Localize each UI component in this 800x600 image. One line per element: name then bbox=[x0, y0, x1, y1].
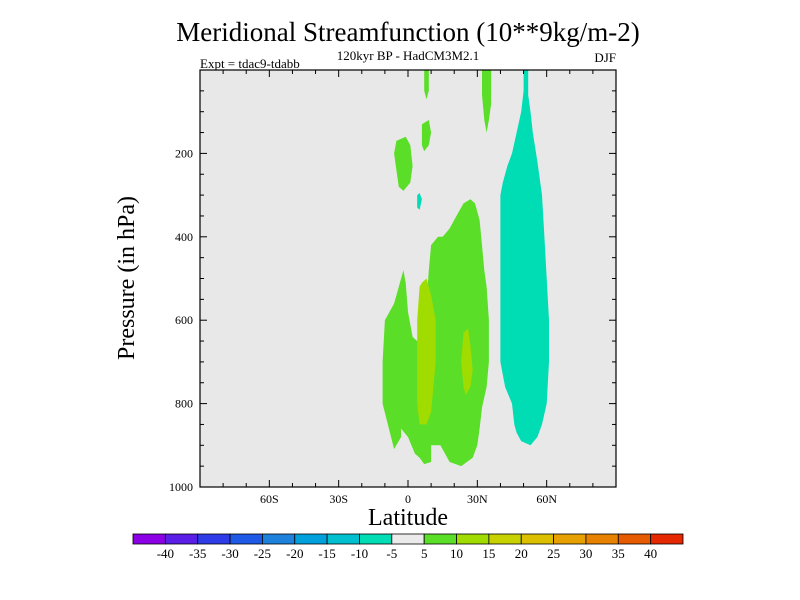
x-tick-label-60n: 60N bbox=[536, 492, 557, 506]
chart-subtitle: 120kyr BP - HadCM3M2.1 bbox=[337, 48, 480, 63]
x-tick-label-30n: 30N bbox=[467, 492, 488, 506]
y-tick-labels: 200 400 600 800 1000 bbox=[169, 146, 193, 494]
y-tick-label-400: 400 bbox=[175, 230, 193, 244]
colorbar-swatch bbox=[585, 533, 619, 545]
colorbar-label: -35 bbox=[189, 546, 206, 561]
contour-region-negative-5-10-blob-4n bbox=[417, 193, 422, 210]
y-axis-title: Pressure (in hPa) bbox=[114, 196, 140, 360]
colorbar-label: -30 bbox=[221, 546, 238, 561]
colorbar-label: 35 bbox=[612, 546, 625, 561]
y-tick-label-800: 800 bbox=[175, 397, 193, 411]
contour-region-positive-5-10-column-0-30n bbox=[382, 199, 489, 467]
colorbar bbox=[132, 533, 684, 545]
colorbar-swatch bbox=[617, 533, 652, 545]
colorbar-label: -5 bbox=[386, 546, 397, 561]
colorbar-label: 30 bbox=[579, 546, 592, 561]
colorbar-swatch bbox=[391, 533, 425, 545]
colorbar-swatch bbox=[294, 533, 328, 545]
colorbar-label: -20 bbox=[286, 546, 303, 561]
x-axis-title: Latitude bbox=[368, 505, 448, 531]
colorbar-label: 5 bbox=[421, 546, 428, 561]
colorbar-swatch bbox=[197, 533, 231, 545]
axis-ticks bbox=[199, 69, 617, 488]
x-tick-label-0: 0 bbox=[405, 492, 411, 506]
colorbar-swatch bbox=[326, 533, 360, 545]
colorbar-swatch bbox=[520, 533, 554, 545]
colorbar-swatch bbox=[456, 533, 490, 545]
colorbar-label: 15 bbox=[482, 546, 495, 561]
colorbar-label: 10 bbox=[450, 546, 463, 561]
colorbar-label: 25 bbox=[547, 546, 560, 561]
colorbar-label: 40 bbox=[644, 546, 657, 561]
experiment-label: Expt = tdac9-tdabb bbox=[200, 56, 300, 71]
colorbar-swatch bbox=[164, 533, 199, 545]
colorbar-swatch bbox=[553, 533, 587, 545]
contour-region-positive-5-10-upper-0n bbox=[394, 136, 413, 191]
contour-region-positive-5-10-small-7n bbox=[421, 120, 432, 152]
colorbar-label: 20 bbox=[515, 546, 528, 561]
season-label: DJF bbox=[594, 50, 616, 65]
contour-region-positive-5-10-top-7n bbox=[424, 70, 429, 100]
y-tick-label-1000: 1000 bbox=[169, 480, 193, 494]
colorbar-label: -25 bbox=[254, 546, 271, 561]
colorbar-swatch bbox=[262, 533, 296, 545]
colorbar-label: -10 bbox=[351, 546, 368, 561]
colorbar-swatch bbox=[359, 533, 393, 545]
colorbar-swatch bbox=[423, 533, 457, 545]
x-tick-labels: 60S 30S 0 30N 60N bbox=[260, 492, 557, 506]
contour-region-positive-10-15-core-26n bbox=[461, 328, 473, 396]
x-tick-label-60s: 60S bbox=[260, 492, 279, 506]
colorbar-swatch bbox=[132, 533, 166, 545]
colorbar-swatch bbox=[650, 533, 684, 545]
contour-region-positive-10-15-core-8n bbox=[417, 278, 436, 425]
y-tick-label-200: 200 bbox=[175, 146, 193, 160]
colorbar-label: -40 bbox=[157, 546, 174, 561]
y-tick-label-600: 600 bbox=[175, 313, 193, 327]
colorbar-label: -15 bbox=[318, 546, 335, 561]
contour-region-negative-5-10-column-50n bbox=[500, 70, 549, 446]
colorbar-swatch bbox=[488, 533, 522, 545]
colorbar-swatch bbox=[229, 533, 263, 545]
colorbar-labels: -40 -35 -30 -25 -20 -15 -10 -5 5 10 15 2… bbox=[157, 546, 657, 561]
contour-regions bbox=[382, 70, 549, 467]
x-tick-label-30s: 30S bbox=[329, 492, 348, 506]
chart-title: Meridional Streamfunction (10**9kg/m-2) bbox=[176, 17, 639, 47]
contour-region-positive-5-10-strip-33n bbox=[482, 70, 492, 133]
